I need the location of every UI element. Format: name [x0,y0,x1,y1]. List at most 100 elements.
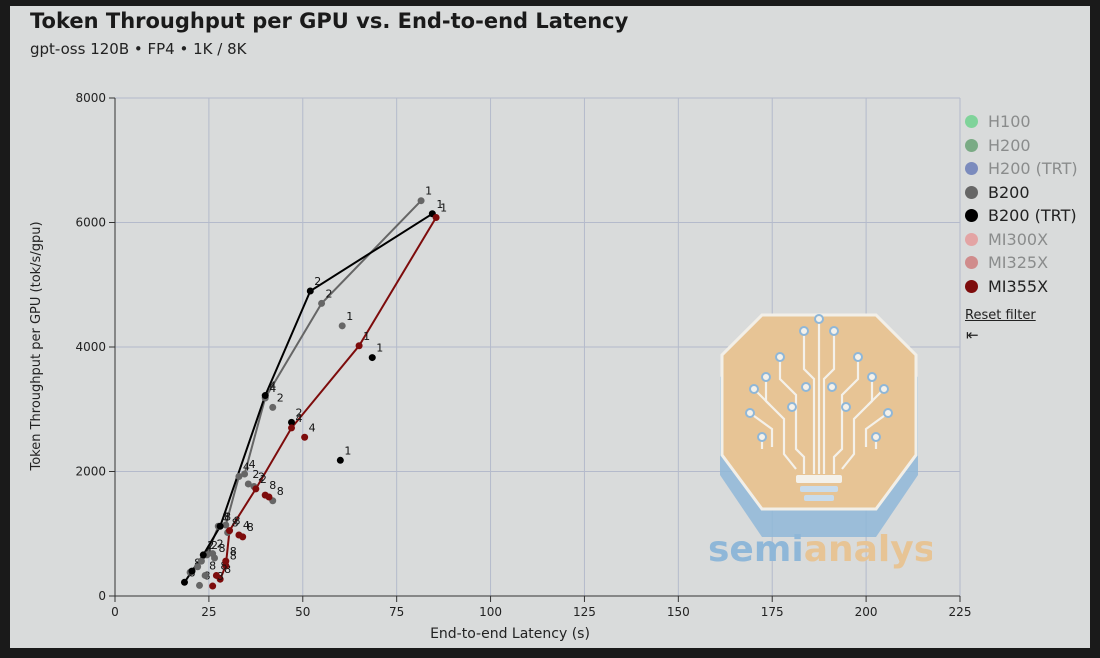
point-label: 1 [344,444,351,457]
point-label: 4 [205,545,212,558]
x-axis-label: End-to-end Latency (s) [430,626,590,642]
data-point[interactable] [336,456,344,464]
legend-label: H200 (TRT) [988,159,1078,179]
point-label: 1 [346,310,353,323]
data-point[interactable] [269,403,277,411]
data-point[interactable] [368,354,376,362]
legend-label: B200 (TRT) [988,206,1077,226]
legend-item[interactable]: B200 [965,181,1078,205]
legend-label: H100 [988,112,1031,132]
point-label: 8 [269,479,276,492]
legend-swatch [965,279,978,293]
legend-swatch [965,185,978,199]
data-point[interactable] [241,470,249,478]
data-point[interactable] [261,392,269,400]
legend-swatch [965,256,978,270]
point-label: 8 [232,517,239,530]
legend-item[interactable]: H200 (TRT) [965,157,1078,181]
point-label: 1 [436,198,443,211]
point-label: 2 [207,539,214,552]
legend-item[interactable]: MI300X [965,228,1078,252]
data-point[interactable] [306,287,314,295]
x-tick-label: 25 [201,605,216,619]
data-point[interactable] [194,563,202,571]
data-point[interactable] [201,571,209,579]
data-point[interactable] [355,342,363,350]
x-tick-label: 0 [111,605,119,619]
data-point[interactable] [252,485,260,493]
data-point[interactable] [209,582,217,590]
point-label: 1 [376,342,383,355]
data-point[interactable] [209,550,217,558]
legend-item[interactable]: H200 [965,134,1078,158]
point-label: 8 [220,559,227,572]
point-label: 2 [260,473,267,486]
data-point[interactable] [222,557,230,565]
data-point[interactable] [235,531,243,539]
data-point[interactable] [301,433,309,441]
legend-swatch [965,232,978,246]
legend-item[interactable]: MI355X [965,275,1078,299]
point-label: 8 [230,545,237,558]
legend-label: MI325X [988,253,1049,273]
data-point[interactable] [235,472,243,480]
data-point[interactable] [288,418,296,426]
point-label: 8 [222,510,229,523]
point-label: 4 [243,519,250,532]
collapse-legend-icon[interactable]: ⇤ [966,327,979,344]
point-label: 8 [224,563,231,576]
point-label: 8 [230,549,237,562]
data-point[interactable] [197,557,205,565]
point-label: 2 [252,468,259,481]
point-label: 4 [249,458,256,471]
point-label: 2 [296,406,303,419]
point-label: 2 [277,391,284,404]
y-tick-label: 8000 [75,91,106,105]
data-point[interactable] [244,480,252,488]
data-point[interactable] [216,522,224,530]
legend-item[interactable]: H100 [965,110,1078,134]
point-label: 8 [219,542,226,555]
data-point[interactable] [212,571,220,579]
point-label: 2 [326,287,333,300]
data-point[interactable] [196,581,203,589]
data-point[interactable] [338,322,346,330]
data-point[interactable] [318,299,326,307]
data-point[interactable] [188,567,196,575]
point-label: 2 [314,275,321,288]
legend-label: MI300X [988,229,1049,249]
chart-frame: Token Throughput per GPU vs. End-to-end … [10,6,1090,648]
legend-item[interactable]: MI325X [965,251,1078,275]
y-tick-label: 4000 [75,340,106,354]
data-point[interactable] [222,521,230,529]
y-tick-label: 6000 [75,216,106,230]
watermark-text: semianalysis [708,529,932,569]
data-point[interactable] [288,424,296,432]
chart-title: Token Throughput per GPU vs. End-to-end … [30,9,629,33]
data-point[interactable] [180,578,188,586]
point-label: 4 [296,412,303,425]
legend-label: MI355X [988,276,1049,296]
y-tick-label: 2000 [75,465,106,479]
legend-label: H200 [988,135,1031,155]
point-label: 4 [269,382,276,395]
point-label: 8 [247,521,254,534]
point-label: 2 [211,539,218,552]
data-point[interactable] [417,197,425,205]
data-point[interactable] [432,214,440,222]
point-label: 8 [217,570,224,583]
legend-item[interactable]: B200 (TRT) [965,204,1078,228]
reset-filter-link[interactable]: Reset filter [965,308,1036,323]
point-label: 2 [258,470,265,483]
data-point[interactable] [226,527,234,535]
point-label: 4 [269,380,276,393]
data-point[interactable] [265,493,273,501]
data-point[interactable] [199,551,207,559]
point-label: 1 [425,185,432,198]
point-label: 8 [234,515,241,528]
chart-subtitle: gpt-oss 120B • FP4 • 1K / 8K [30,40,247,58]
semianalysis-logo: semianalysis [708,313,932,569]
axes: 0 25 50 75 100 125 150 175 200 225 0 2000 4000 6000 80… [75,91,971,619]
point-label: 1 [440,202,447,215]
point-label: 2 [217,538,224,551]
